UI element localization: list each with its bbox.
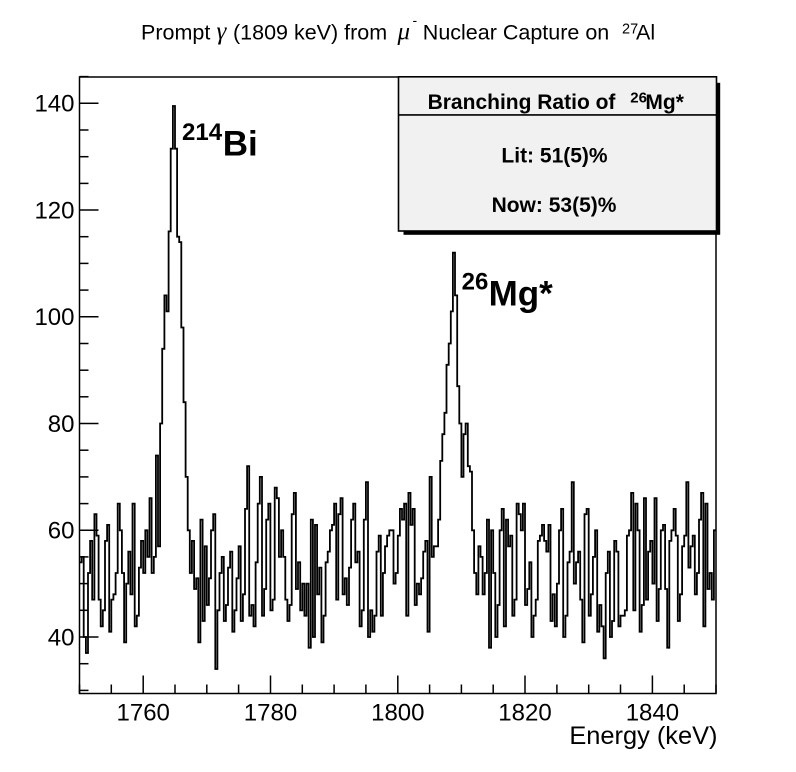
svg-text:-: - <box>413 12 418 28</box>
svg-text:Bi: Bi <box>223 125 258 164</box>
svg-text:40: 40 <box>48 624 75 651</box>
svg-text:Mg*: Mg* <box>645 91 684 114</box>
svg-text:1820: 1820 <box>498 700 551 727</box>
svg-text:Branching Ratio of: Branching Ratio of <box>428 91 617 114</box>
svg-text:Al: Al <box>636 21 655 45</box>
svg-text:100: 100 <box>34 304 74 331</box>
svg-text:26: 26 <box>462 269 489 296</box>
svg-text:140: 140 <box>34 91 74 118</box>
svg-text:(1809 keV) from: (1809 keV) from <box>233 21 387 45</box>
svg-text:Nuclear Capture on: Nuclear Capture on <box>423 21 609 45</box>
svg-text:Mg*: Mg* <box>489 275 554 314</box>
svg-text:27: 27 <box>622 22 638 38</box>
svg-text:60: 60 <box>48 518 75 545</box>
svg-text:214: 214 <box>182 119 223 146</box>
svg-text:μ: μ <box>397 19 411 46</box>
svg-text:1760: 1760 <box>117 700 170 727</box>
svg-text:1840: 1840 <box>626 700 679 727</box>
svg-text:1780: 1780 <box>244 700 297 727</box>
svg-text:26: 26 <box>630 90 647 107</box>
svg-text:Lit: 51(5)%: Lit: 51(5)% <box>501 145 608 168</box>
svg-text:γ: γ <box>217 18 228 45</box>
svg-text:80: 80 <box>48 411 75 438</box>
svg-text:1800: 1800 <box>371 700 424 727</box>
svg-text:Prompt: Prompt <box>141 21 210 45</box>
svg-text:Energy (keV): Energy (keV) <box>569 722 717 750</box>
svg-text:120: 120 <box>34 197 74 224</box>
svg-text:Now: 53(5)%: Now: 53(5)% <box>492 194 617 217</box>
